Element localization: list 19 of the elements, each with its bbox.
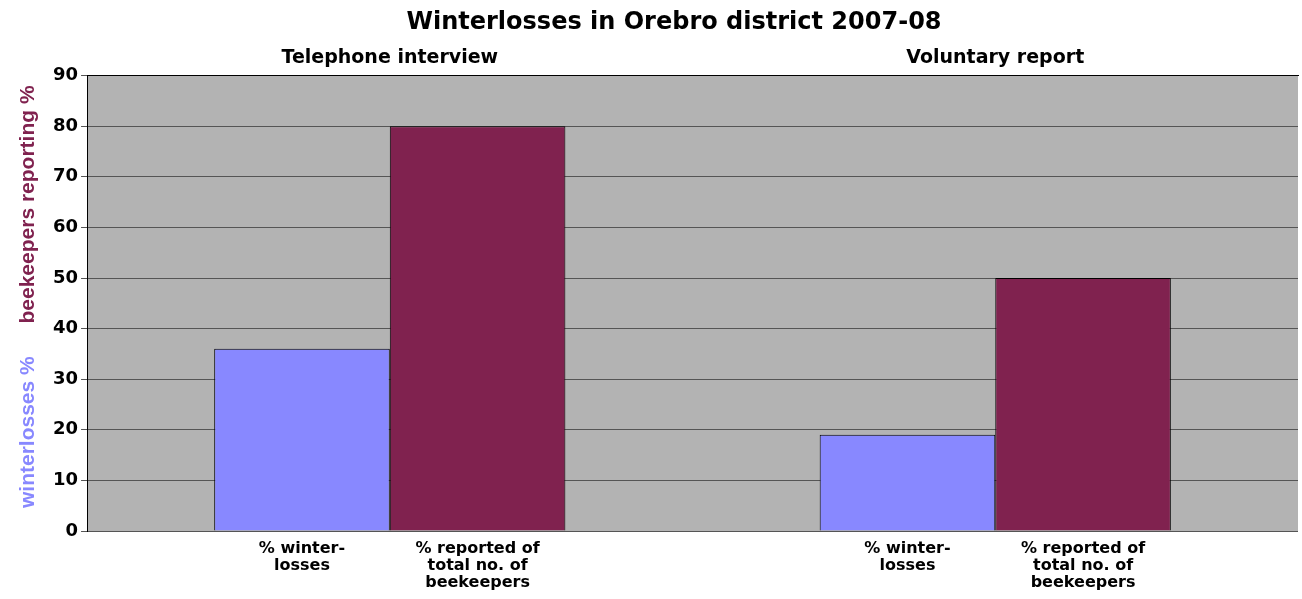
y-tick-label: 0 (65, 518, 79, 540)
text: % winter-losses (864, 538, 951, 575)
text: beekeepers reporting % (14, 85, 38, 324)
series-label: % reported of total no. of beekeepers (415, 538, 541, 592)
y-tick-label: 20 (52, 417, 79, 439)
text: winterlosses % (14, 355, 38, 510)
y-tick-label: 80 (52, 113, 79, 135)
y-tick-label: 50 (52, 265, 79, 287)
y-tick-label: 90 (52, 63, 79, 85)
y-tick-label: 30 (52, 366, 79, 388)
series-label: % winter-losses (258, 538, 346, 575)
text: % reported of total no. of beekeepers (1020, 538, 1146, 592)
y-tick-label: 40 (52, 316, 79, 338)
y-tick-label: 10 (52, 468, 79, 490)
x-tick-label: Voluntary report (906, 45, 1085, 68)
x-tick-label: Telephone interview (281, 45, 499, 68)
y-tick-label: 70 (52, 164, 79, 186)
y-tick-label: 60 (52, 215, 79, 237)
chart-title: Winterlosses in Orebro district 2007-08 (406, 6, 942, 35)
